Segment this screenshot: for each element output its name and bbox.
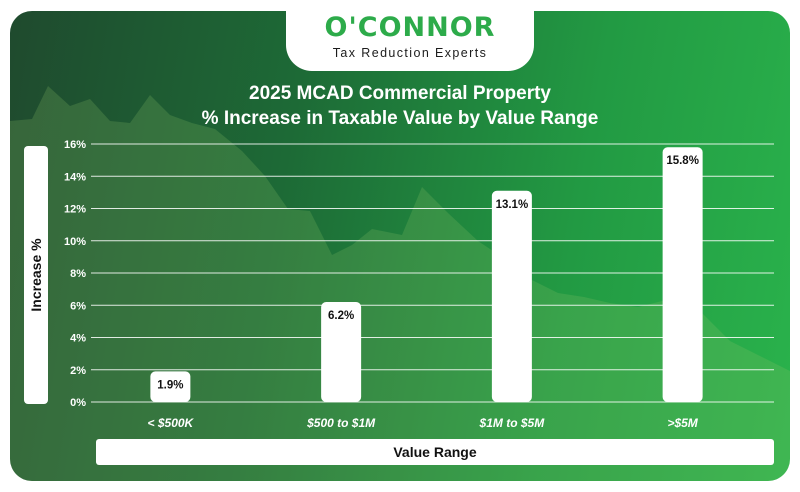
bar-value-label: 1.9% [157, 379, 183, 391]
x-tick-label: $500 to $1M [306, 416, 376, 430]
y-tick-label: 10% [64, 236, 86, 248]
x-tick-label: < $500K [148, 416, 195, 430]
chart-title-line-2: % Increase in Taxable Value by Value Ran… [201, 108, 599, 129]
logo-wordmark: O'CONNOR [324, 12, 496, 43]
y-tick-label: 6% [70, 300, 86, 312]
x-tick-label: >$5M [667, 416, 698, 430]
y-tick-label: 4% [70, 333, 86, 345]
y-tick-label: 16% [64, 139, 86, 151]
chart-card: O'CONNOR Tax Reduction Experts 2025 MCAD… [10, 11, 790, 481]
background-mountain-graphic [10, 86, 790, 481]
y-tick-label: 8% [70, 268, 86, 280]
bar [491, 190, 532, 402]
bar [321, 302, 362, 402]
y-axis-label-box [24, 146, 48, 404]
logo: O'CONNOR Tax Reduction Experts [286, 11, 534, 71]
logo-tagline: Tax Reduction Experts [332, 46, 488, 60]
bar [150, 371, 191, 402]
chart-title-line-1: 2025 MCAD Commercial Property [249, 83, 551, 104]
bar [662, 147, 703, 402]
bar-value-label: 15.8% [666, 155, 699, 167]
bar-value-label: 6.2% [328, 310, 354, 322]
bar-value-label: 13.1% [496, 199, 529, 211]
x-tick-label: $1M to $5M [479, 416, 546, 430]
bar-chart-plot: 0% 2% 4% 6% 8% 10% 12% 14% 16% 1.9% < $500K 6.2% $50… [64, 139, 774, 430]
y-tick-label: 14% [64, 171, 86, 183]
y-tick-label: 12% [64, 204, 86, 216]
y-tick-label: 0% [70, 397, 86, 409]
y-tick-label: 2% [70, 365, 86, 377]
x-axis-label: Value Range [96, 439, 774, 465]
